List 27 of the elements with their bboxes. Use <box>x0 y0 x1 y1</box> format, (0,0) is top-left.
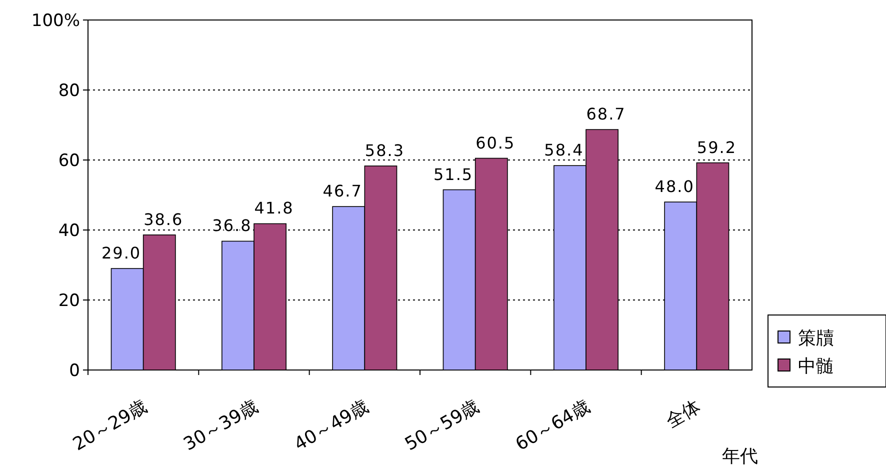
x-tick-label: 全体 <box>662 396 704 432</box>
data-label: 59.2 <box>696 138 737 157</box>
x-tick-label: 60～64歳 <box>512 396 594 456</box>
x-axis-title: 年代 <box>722 446 758 467</box>
data-label: 36.8 <box>212 216 252 236</box>
data-label: 41.8 <box>254 198 294 218</box>
data-label: 68.7 <box>586 104 626 124</box>
y-tick-label: 100% <box>31 11 80 31</box>
y-tick-label: 60 <box>58 151 80 171</box>
data-label: 46.7 <box>322 182 362 201</box>
data-label: 60.5 <box>476 133 516 152</box>
x-tick-label: 50～59歳 <box>401 396 483 456</box>
data-label: 58.4 <box>544 140 584 160</box>
y-tick-label: 80 <box>58 81 80 101</box>
x-tick-label: 40～49歳 <box>290 396 372 456</box>
data-label: 38.6 <box>144 210 184 229</box>
data-label: 51.5 <box>433 164 474 184</box>
data-label: 58.3 <box>364 140 405 160</box>
data-label: 29.0 <box>101 244 142 262</box>
y-tick-label: 20 <box>58 291 80 311</box>
legend-label: 中髄 <box>798 356 834 377</box>
x-tick-label: 20～29歳 <box>69 396 151 456</box>
x-tick-label: 30～39歳 <box>180 396 262 456</box>
legend-label: 策牘 <box>798 328 834 349</box>
y-tick-label: 0 <box>69 361 80 381</box>
data-label: 48.0 <box>654 177 694 196</box>
y-tick-label: 40 <box>58 221 80 241</box>
